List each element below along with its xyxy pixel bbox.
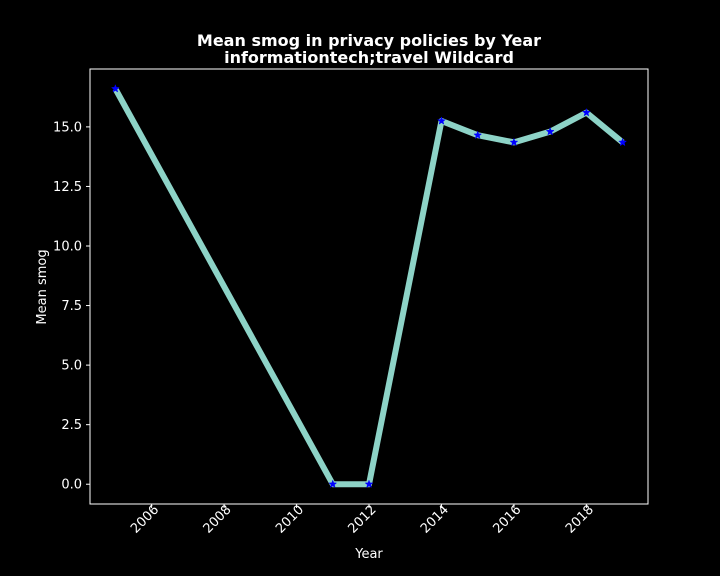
y-tick-label: 5.0 [61,359,82,374]
y-tick-label: 15.0 [53,120,82,135]
y-tick-label: 0.0 [61,478,82,493]
data-point-marker [473,130,483,140]
series-layer [112,87,625,488]
data-point-marker [545,126,555,136]
marker-layer [110,84,628,489]
series-line [112,87,625,488]
data-point-marker [110,84,120,93]
chart-title: Mean smog in privacy policies by Year [197,31,541,50]
x-tick-label: 2018 [563,503,597,537]
data-point-marker [328,479,338,489]
y-tick-label: 10.0 [53,240,82,255]
x-tick-label: 2016 [490,503,524,537]
x-axis-label: Year [354,547,383,562]
data-point-marker [618,137,628,147]
data-point-marker [436,116,446,125]
x-tick-label: 2008 [201,503,235,537]
y-tick-label: 12.5 [53,180,82,195]
data-point-marker [509,137,519,147]
x-tick-label: 2006 [128,503,162,537]
x-axis-ticks: 2006 2008 2010 2012 2014 2016 2018 [128,503,597,537]
y-tick-label: 2.5 [61,418,82,433]
plot-area-frame [89,68,649,505]
y-axis-ticks: 0.0 2.5 5.0 7.5 10.0 12.5 15.0 [53,120,90,493]
x-tick-label: 2012 [346,503,380,537]
y-tick-label: 7.5 [61,299,82,314]
chart-subtitle: informationtech;travel Wildcard [224,48,514,67]
data-point-marker [581,107,591,117]
y-axis-label: Mean smog [35,249,50,324]
data-point-marker [364,479,374,489]
x-tick-label: 2014 [418,503,452,537]
x-tick-label: 2010 [273,503,307,537]
